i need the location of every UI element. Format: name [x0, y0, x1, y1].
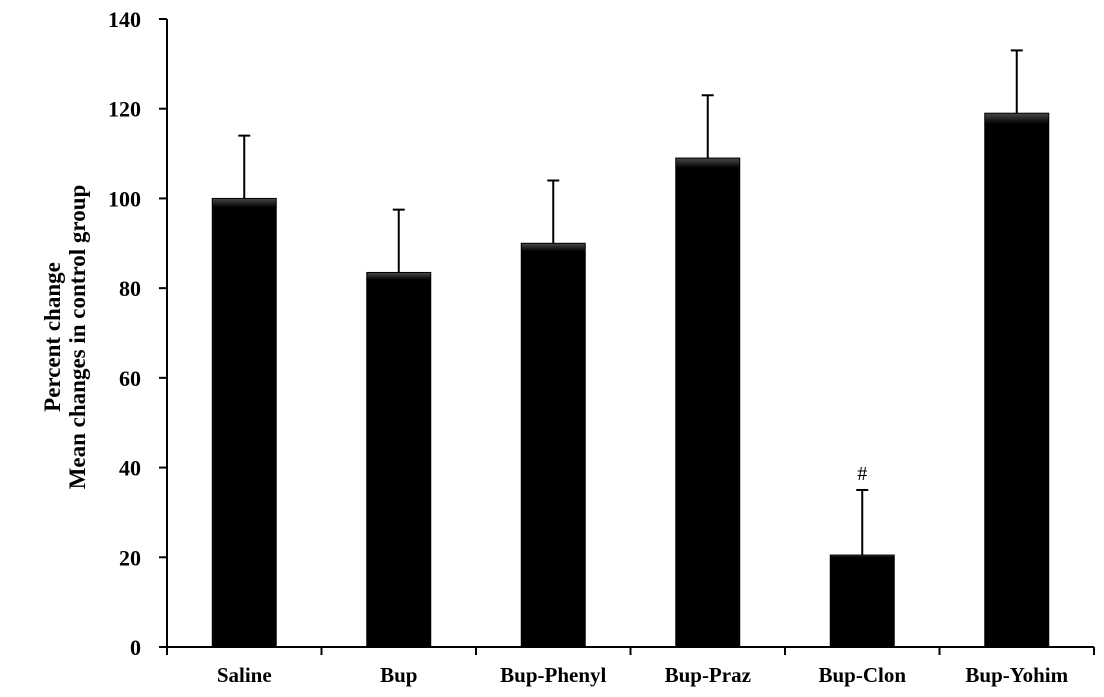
plot-area: 0 20 40 60 80 100 120 140 Saline Bup Bup-Phenyl Bup…	[108, 7, 1095, 687]
x-category-label: Bup-Clon	[818, 663, 906, 687]
y-tick-label: 0	[130, 635, 141, 660]
y-tick-label: 40	[119, 456, 141, 481]
y-tick-label: 60	[119, 366, 141, 391]
x-category-label: Bup-Phenyl	[500, 663, 606, 687]
x-category-label: Saline	[217, 663, 272, 687]
y-tick-label: 20	[119, 545, 141, 570]
y-axis-title-line-1: Percent change	[40, 262, 65, 412]
significance-marker: #	[857, 463, 867, 485]
y-tick-label: 120	[108, 97, 141, 122]
bar-bup	[366, 271, 432, 648]
y-axis-title: Percent change Mean changes in control g…	[40, 185, 90, 490]
x-category-label: Bup	[380, 663, 417, 687]
bar-bup-clon	[829, 554, 895, 648]
y-tick-label: 80	[119, 276, 141, 301]
y-tick-label: 140	[108, 7, 141, 32]
bar-bup-praz	[675, 157, 741, 648]
x-category-label: Bup-Praz	[665, 663, 751, 687]
bar-bup-phenyl	[520, 242, 586, 648]
bar-bup-yohim	[984, 112, 1050, 648]
bar-saline	[211, 197, 277, 648]
x-category-label: Bup-Yohim	[965, 663, 1068, 687]
y-axis-title-line-2: Mean changes in control group	[65, 185, 90, 490]
y-tick-label: 100	[108, 186, 141, 211]
